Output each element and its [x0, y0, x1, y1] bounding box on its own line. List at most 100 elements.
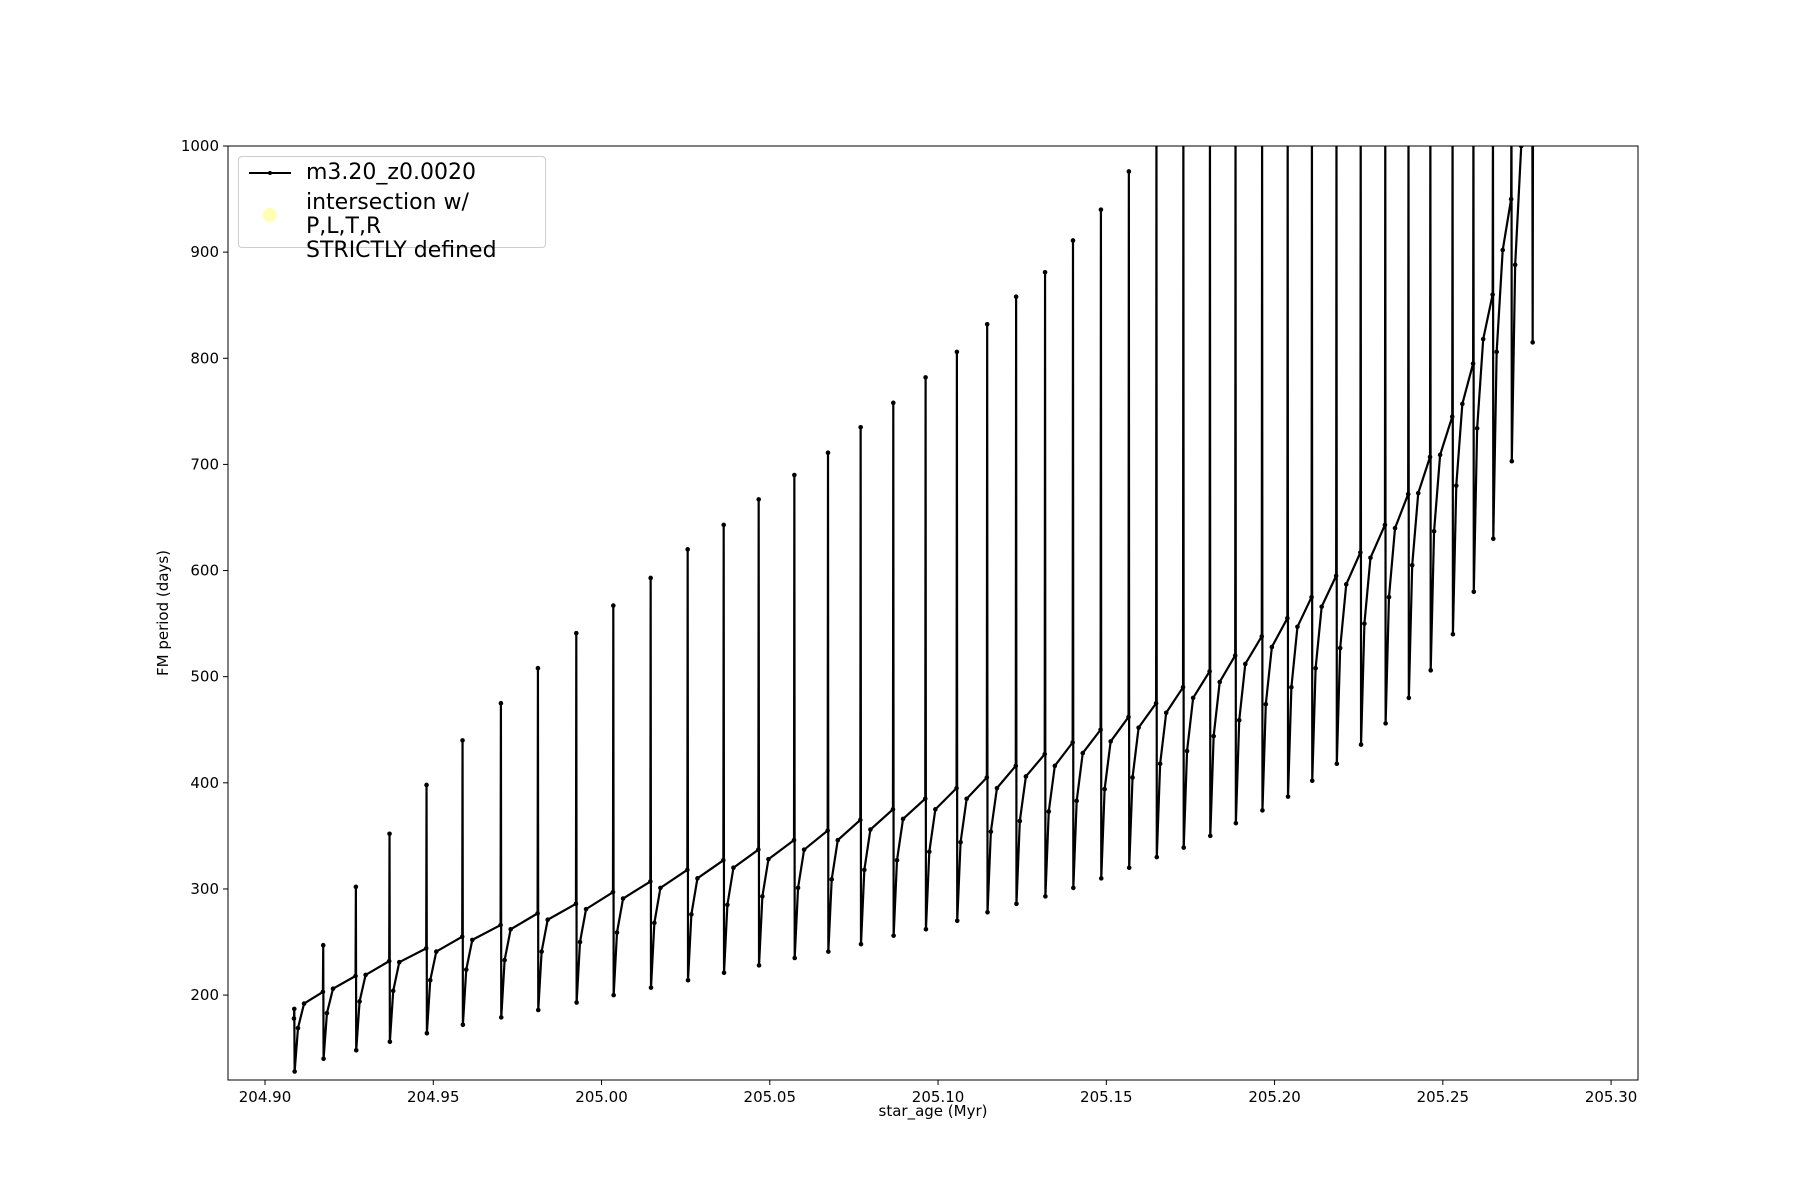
data-point [1383, 721, 1388, 726]
data-point [731, 865, 736, 871]
data-point [1530, 101, 1535, 106]
data-point [1130, 775, 1135, 780]
data-point [1470, 361, 1476, 366]
data-point [1392, 525, 1398, 531]
data-point [994, 785, 1000, 791]
data-point [573, 630, 579, 636]
data-point [1512, 262, 1518, 268]
data-point [321, 1056, 326, 1062]
data-point [1431, 528, 1437, 534]
data-point [535, 1007, 541, 1013]
data-point [1358, 742, 1364, 747]
legend-marker [263, 208, 277, 222]
data-point [610, 889, 616, 895]
plot-area [291, 101, 1536, 1074]
data-point [1428, 668, 1434, 673]
data-point [459, 934, 465, 940]
data-point [1211, 733, 1216, 739]
y-tick-label: 500 [190, 668, 219, 686]
data-point [424, 782, 429, 788]
data-point [1269, 644, 1275, 650]
data-point [1098, 727, 1103, 733]
y-tick-label: 1000 [181, 137, 219, 155]
data-point [295, 1025, 301, 1031]
data-point [614, 930, 620, 935]
data-point [353, 1047, 359, 1053]
data-point [760, 894, 765, 899]
data-point [685, 867, 690, 873]
data-point [1362, 621, 1367, 626]
data-point [1017, 818, 1023, 824]
data-point [1154, 101, 1159, 106]
data-point [1508, 196, 1514, 202]
data-point [353, 973, 358, 979]
data-point [1259, 634, 1265, 639]
data-point [658, 885, 663, 891]
data-point [460, 738, 465, 743]
data-point [1126, 714, 1131, 720]
data-point [1494, 349, 1499, 355]
data-point [648, 575, 653, 581]
legend-swatch [263, 208, 277, 222]
data-point [535, 665, 541, 671]
data-point [685, 547, 690, 552]
legend-swatch [249, 171, 291, 175]
data-point [756, 847, 761, 852]
data-point [498, 922, 503, 928]
data-point [1043, 894, 1048, 899]
data-point [1450, 631, 1456, 637]
data-point [1236, 717, 1242, 723]
data-point [1295, 624, 1300, 630]
data-point [1263, 701, 1269, 707]
data-point [1500, 247, 1506, 253]
data-point [801, 847, 807, 852]
data-point [292, 1069, 297, 1074]
data-point [795, 885, 801, 891]
data-point [390, 988, 396, 994]
y-tick-label: 200 [190, 986, 219, 1004]
data-point [583, 906, 589, 912]
data-point [756, 497, 761, 502]
data-point [725, 902, 730, 908]
legend-marker [268, 171, 272, 175]
data-point [900, 816, 906, 822]
data-point [1181, 845, 1187, 850]
data-point [1531, 101, 1536, 106]
data-point [1013, 294, 1019, 300]
data-point [1453, 483, 1459, 488]
data-point [1509, 101, 1514, 106]
data-point [1071, 885, 1076, 891]
data-point [695, 876, 700, 881]
data-point [792, 472, 797, 478]
data-point [1181, 101, 1186, 106]
data-point [1232, 653, 1238, 658]
data-point [1313, 665, 1318, 671]
data-point [1406, 101, 1411, 106]
data-point [1415, 490, 1421, 496]
data-point [387, 831, 392, 837]
data-point [320, 942, 326, 948]
data-point [1136, 725, 1141, 730]
data-point [825, 828, 830, 833]
data-point [498, 700, 504, 706]
data-point [508, 926, 513, 932]
data-point [1180, 684, 1186, 690]
data-point [1337, 645, 1343, 651]
y-tick-label: 900 [190, 243, 219, 261]
y-tick-label: 600 [190, 562, 219, 580]
data-point [291, 1006, 297, 1012]
x-tick-label: 205.10 [912, 1088, 965, 1106]
data-point [954, 349, 960, 355]
data-point [545, 917, 550, 923]
data-point [954, 785, 959, 791]
data-point [498, 1015, 504, 1020]
data-point [463, 967, 469, 972]
data-point [324, 1010, 330, 1016]
data-point [460, 1022, 466, 1028]
data-point [923, 375, 928, 380]
data-point [387, 1039, 393, 1045]
data-point [766, 856, 771, 862]
data-point [502, 957, 507, 963]
data-point [427, 977, 433, 983]
